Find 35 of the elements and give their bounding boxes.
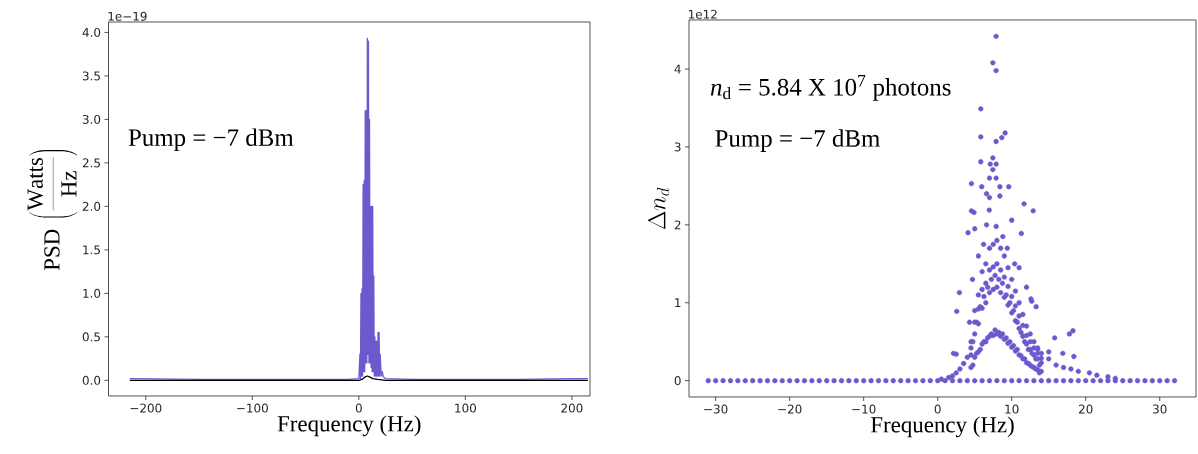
x-tick-label: 0 bbox=[355, 403, 362, 413]
annotation: Pump = −7 dBm bbox=[128, 128, 294, 152]
x-tick-label: −20 bbox=[778, 404, 802, 414]
y-tick-label: 3.5 bbox=[82, 71, 100, 81]
y-tick-label: 2 bbox=[674, 220, 681, 230]
y-tick-label: 2.5 bbox=[82, 158, 100, 168]
x-tick-label: −30 bbox=[704, 404, 728, 414]
text: 1e12 bbox=[688, 9, 717, 19]
x-tick-label: 100 bbox=[455, 403, 476, 413]
y-tick-label: 1 bbox=[675, 298, 681, 308]
x-tick-label: 20 bbox=[1079, 404, 1093, 414]
text: 1e−19 bbox=[108, 11, 147, 21]
y-tick-label: 1.5 bbox=[83, 245, 100, 255]
y-axis-title: $\mathrm{PSD}\,\left(\frac{\mathrm{Watts}}{\mathrm{Hz}}\right)$ bbox=[27, 150, 78, 271]
y-tick-label: 0 bbox=[674, 376, 681, 386]
x-tick-label: 200 bbox=[561, 403, 583, 413]
x-tick-label: −10 bbox=[852, 404, 876, 414]
y-tick-label: 2.0 bbox=[82, 201, 101, 211]
y-tick-label: 4 bbox=[674, 64, 681, 74]
y-tick-label: 4.0 bbox=[82, 27, 101, 37]
y-tick-label: 3.0 bbox=[82, 114, 101, 124]
y-tick-label: 1.0 bbox=[83, 288, 101, 298]
x-axis-title: Frequency (Hz) bbox=[277, 415, 421, 437]
x-axis-title: Frequency (Hz) bbox=[870, 416, 1014, 438]
x-tick-label: 10 bbox=[1005, 404, 1019, 414]
annotation: Pump = −7 dBm bbox=[715, 129, 880, 152]
y-tick-label: 3 bbox=[674, 142, 681, 152]
x-tick-label: −100 bbox=[237, 403, 268, 413]
x-tick-label: −200 bbox=[130, 403, 162, 413]
x-tick-label: 0 bbox=[934, 404, 941, 414]
annotation: n$_{d}$ = 5.84 X 10$^{7}$ photons bbox=[710, 74, 951, 101]
y-tick-label: 0.0 bbox=[82, 375, 101, 385]
y-axis-title: $\Delta n_d$ bbox=[647, 187, 670, 229]
x-tick-label: 30 bbox=[1153, 404, 1167, 414]
y-tick-label: 0.5 bbox=[82, 332, 100, 342]
